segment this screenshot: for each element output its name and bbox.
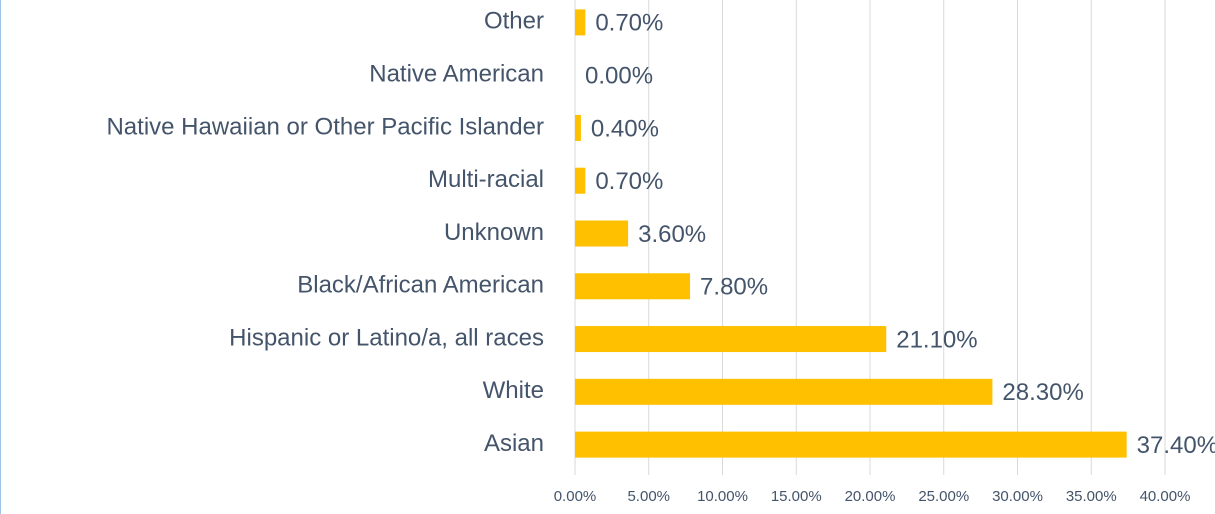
value-label: 28.30% [1002, 379, 1083, 406]
y-tick-label: Hispanic or Latino/a, all races [229, 324, 544, 351]
bar [575, 326, 887, 353]
y-tick-label: Native Hawaiian or Other Pacific Islande… [106, 113, 544, 140]
x-tick-label: 0.00% [554, 488, 597, 505]
value-label: 21.10% [896, 326, 977, 353]
bar [575, 378, 993, 405]
bar [575, 220, 629, 247]
x-tick-label: 25.00% [918, 488, 969, 505]
x-tick-label: 30.00% [992, 488, 1043, 505]
y-tick-label: Black/African American [297, 272, 544, 299]
value-label: 0.00% [585, 63, 653, 90]
y-tick-label: Unknown [444, 219, 544, 246]
value-label: 3.60% [638, 221, 706, 248]
bar [575, 273, 691, 300]
y-tick-label: White [483, 377, 544, 404]
x-tick-label: 15.00% [771, 488, 822, 505]
y-tick-label: Asian [484, 430, 544, 457]
x-tick-label: 10.00% [697, 488, 748, 505]
bar [575, 114, 581, 141]
value-label: 37.40% [1137, 432, 1215, 459]
y-tick-label: Native American [369, 61, 544, 88]
bar [575, 9, 586, 36]
value-label: 0.40% [591, 115, 659, 142]
value-label: 7.80% [700, 274, 768, 301]
y-tick-label: Multi-racial [428, 166, 544, 193]
bar [575, 167, 586, 194]
x-tick-label: 40.00% [1140, 488, 1191, 505]
value-label: 0.70% [595, 168, 663, 195]
bar [575, 431, 1127, 458]
value-label: 0.70% [595, 10, 663, 37]
x-tick-label: 35.00% [1066, 488, 1117, 505]
x-tick-label: 5.00% [627, 488, 670, 505]
y-tick-label: Other [484, 8, 544, 35]
x-tick-label: 20.00% [845, 488, 896, 505]
